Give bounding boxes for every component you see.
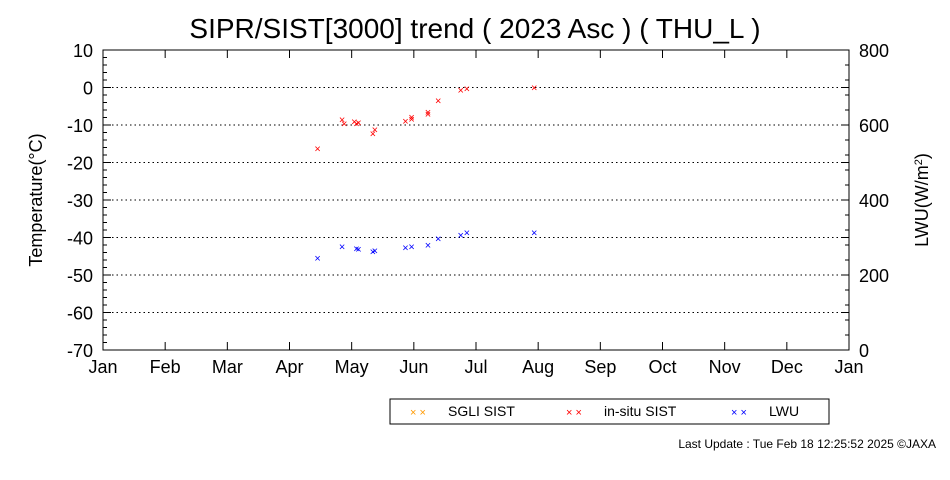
point-in-situ-sist: × bbox=[351, 116, 357, 128]
point-in-situ-sist: × bbox=[408, 114, 414, 126]
point-in-situ-sist: × bbox=[425, 107, 431, 119]
point-in-situ-sist: × bbox=[531, 83, 537, 95]
y-tick-label: -20 bbox=[67, 154, 93, 174]
point-lwu: × bbox=[531, 228, 537, 240]
legend-label: in-situ SIST bbox=[604, 403, 677, 419]
point-in-situ-sist: × bbox=[425, 109, 431, 121]
data-points: ××× ×××××× ×××××× × ××× ×× ×× × × ×× × × × bbox=[314, 83, 537, 266]
x-tick-label: Sep bbox=[584, 357, 616, 377]
y-tick-label: -70 bbox=[67, 341, 93, 361]
y2-tick-label: 0 bbox=[859, 341, 869, 361]
x-tick-label: May bbox=[335, 357, 369, 377]
chart-title: SIPR/SIST[3000] trend ( 2023 Asc ) ( THU… bbox=[189, 13, 760, 44]
legend-marker: × × bbox=[566, 407, 582, 419]
legend-marker: × × bbox=[410, 407, 426, 419]
y-tick-label: 0 bbox=[83, 79, 93, 99]
point-lwu: × bbox=[457, 230, 463, 242]
point-in-situ-sist: × bbox=[355, 117, 361, 129]
legend-label: LWU bbox=[769, 403, 799, 419]
x-tick-label: Feb bbox=[150, 357, 181, 377]
point-lwu: × bbox=[402, 242, 408, 254]
point-in-situ-sist: × bbox=[370, 129, 376, 141]
point-in-situ-sist: × bbox=[314, 144, 320, 156]
y-tick-label: -60 bbox=[67, 304, 93, 324]
axis-ticks bbox=[102, 49, 850, 351]
y2-tick-label: 600 bbox=[859, 116, 889, 136]
point-lwu: × bbox=[339, 242, 345, 254]
point-lwu: × bbox=[314, 253, 320, 265]
point-lwu: × bbox=[353, 243, 359, 255]
x-tick-labels: Jan Feb Mar Apr May Jun Jul Aug Sep Oct Nov Dec Jan bbox=[88, 357, 863, 377]
x-tick-label: Jun bbox=[399, 357, 428, 377]
x-tick-label: Oct bbox=[648, 357, 676, 377]
point-in-situ-sist: × bbox=[372, 125, 378, 137]
point-in-situ-sist: × bbox=[435, 95, 441, 107]
legend-marker: × × bbox=[731, 407, 747, 419]
legend: × × SGLI SIST × × in-situ SIST × × LWU bbox=[389, 398, 830, 425]
x-tick-label: Dec bbox=[771, 357, 803, 377]
y-tick-label: -30 bbox=[67, 191, 93, 211]
y2-axis-label: LWU(W/m2) bbox=[912, 153, 932, 247]
y2-tick-label: 400 bbox=[859, 191, 889, 211]
legend-item-sgli-sist: × × SGLI SIST bbox=[410, 403, 515, 419]
last-update-footer: Last Update : Tue Feb 18 12:25:52 2025 ©… bbox=[678, 437, 936, 451]
x-tick-label: Jan bbox=[88, 357, 117, 377]
point-in-situ-sist: × bbox=[464, 83, 470, 95]
point-lwu: × bbox=[355, 244, 361, 256]
point-in-situ-sist: × bbox=[402, 116, 408, 128]
legend-label: SGLI SIST bbox=[448, 403, 515, 419]
x-tick-label: Nov bbox=[709, 357, 741, 377]
x-tick-label: Mar bbox=[212, 357, 243, 377]
point-in-situ-sist: × bbox=[339, 114, 345, 126]
point-lwu: × bbox=[372, 245, 378, 257]
y-axis-label: Temperature(°C) bbox=[26, 133, 46, 266]
y2-tick-label: 800 bbox=[859, 41, 889, 61]
x-tick-label: Apr bbox=[275, 357, 303, 377]
y-tick-label: -50 bbox=[67, 266, 93, 286]
legend-box bbox=[389, 398, 830, 425]
point-in-situ-sist: × bbox=[353, 119, 359, 131]
x-tick-label: Jul bbox=[464, 357, 487, 377]
point-lwu: × bbox=[408, 242, 414, 254]
y2-tick-label: 200 bbox=[859, 266, 889, 286]
point-lwu: × bbox=[435, 234, 441, 246]
y-tick-label: 10 bbox=[73, 41, 93, 61]
x-tick-label: Aug bbox=[522, 357, 554, 377]
x-tick-label: Jan bbox=[834, 357, 863, 377]
legend-item-in-situ-sist: × × in-situ SIST bbox=[566, 403, 677, 419]
y-tick-label: -10 bbox=[67, 116, 93, 136]
y-tick-label: -40 bbox=[67, 229, 93, 249]
point-lwu: × bbox=[425, 240, 431, 252]
legend-item-lwu: × × LWU bbox=[731, 403, 799, 419]
point-in-situ-sist: × bbox=[341, 119, 347, 131]
y2-tick-labels: 800 600 400 200 0 bbox=[859, 41, 889, 361]
point-lwu: × bbox=[370, 246, 376, 258]
point-lwu: × bbox=[464, 228, 470, 240]
plot-area-frame bbox=[102, 49, 850, 351]
point-in-situ-sist: × bbox=[457, 85, 463, 97]
grid-lines bbox=[103, 87, 849, 313]
point-in-situ-sist: × bbox=[408, 112, 414, 124]
y-tick-labels: 10 0 -10 -20 -30 -40 -50 -60 -70 bbox=[67, 41, 93, 361]
